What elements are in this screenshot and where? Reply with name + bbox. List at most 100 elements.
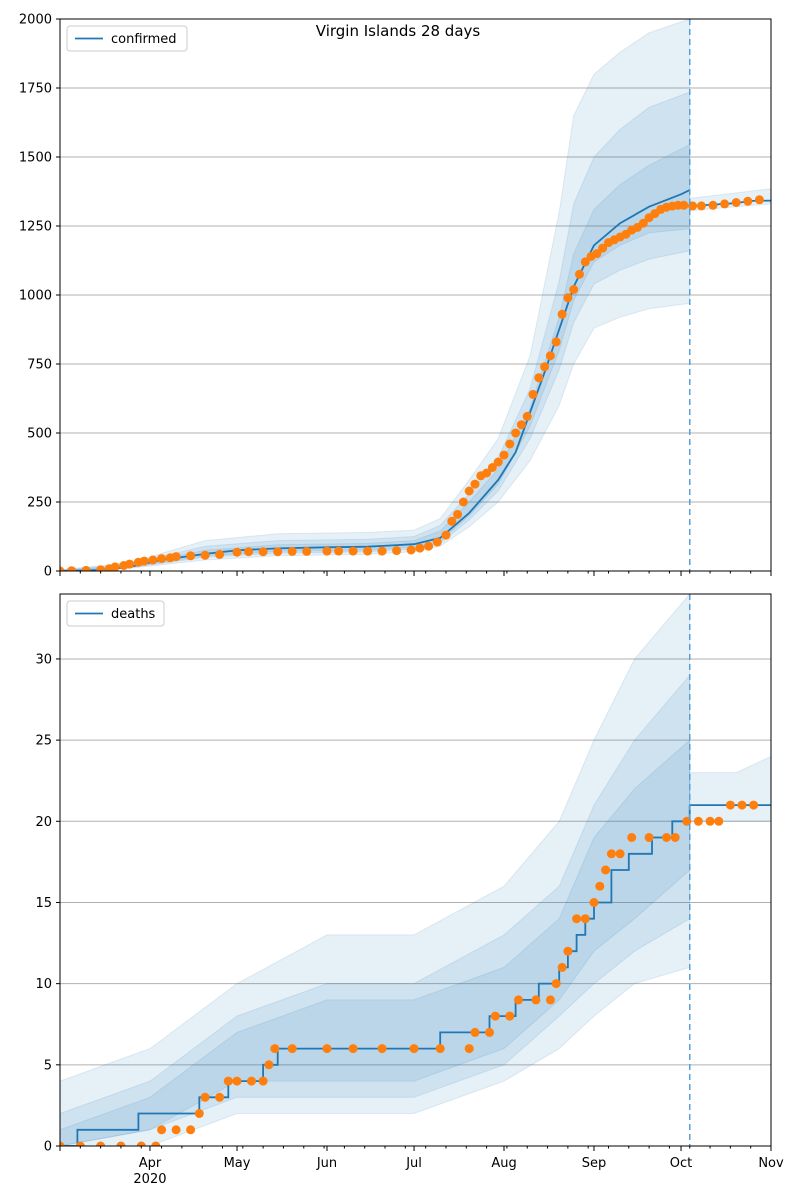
observed-point [749, 800, 759, 810]
legend-label: confirmed [111, 32, 177, 47]
observed-point [693, 816, 703, 826]
observed-point [505, 439, 515, 449]
y-tick-label: 500 [27, 427, 52, 442]
legend-box [66, 25, 188, 52]
x-tick-label: Aug [491, 1156, 516, 1171]
observed-point [258, 1076, 268, 1086]
observed-point [737, 800, 747, 810]
observed-point [557, 309, 567, 319]
observed-point [186, 1125, 196, 1135]
observed-point [458, 497, 468, 507]
observed-point [273, 547, 283, 557]
plot-area [60, 594, 771, 1146]
observed-point [580, 914, 590, 924]
observed-point [575, 269, 584, 279]
observed-point [551, 337, 561, 347]
x-tick-label: Oct [670, 1156, 692, 1171]
observed-point [302, 546, 312, 556]
observed-point [551, 979, 561, 989]
y-tick-label: 1250 [19, 220, 52, 235]
observed-point [223, 1076, 233, 1086]
legend: deaths [66, 600, 165, 627]
observed-point [232, 547, 242, 557]
observed-point [151, 1141, 161, 1146]
observed-point [714, 816, 724, 826]
x-tick-label: Jul [405, 1156, 422, 1171]
observed-point [392, 546, 402, 556]
observed-point [334, 546, 344, 556]
observed-point [322, 1044, 332, 1054]
observed-point [470, 479, 480, 489]
observed-point [81, 565, 91, 571]
observed-point [287, 546, 297, 556]
y-tick-label: 0 [44, 565, 52, 580]
observed-point [200, 1092, 210, 1102]
chart-title: Virgin Islands 28 days [316, 22, 481, 40]
observed-point [258, 547, 268, 557]
observed-point [157, 554, 167, 564]
observed-point [627, 833, 637, 842]
observed-point [194, 1109, 204, 1118]
x-year-label: 2020 [133, 1172, 166, 1187]
observed-point [200, 550, 210, 560]
observed-point [453, 509, 463, 519]
observed-point [708, 200, 718, 210]
observed-point [215, 549, 225, 559]
axes-frame [59, 593, 772, 1147]
observed-point [139, 556, 149, 566]
y-tick-label: 750 [27, 358, 52, 373]
observed-point [60, 1141, 65, 1146]
observed-point [215, 1092, 225, 1102]
observed-point [754, 195, 764, 205]
observed-point [511, 428, 521, 438]
observed-point [490, 1011, 500, 1021]
y-tick-label: 1000 [19, 289, 52, 304]
observed-point [464, 1044, 474, 1054]
x-tick-label: Apr [139, 1156, 162, 1171]
observed-point [377, 1044, 387, 1054]
observed-point [363, 546, 373, 556]
x-tick-label: Nov [758, 1156, 784, 1171]
observed-point [589, 898, 599, 907]
observed-point [705, 816, 715, 826]
observed-point [743, 196, 753, 206]
x-tick-label: May [224, 1156, 251, 1171]
observed-point [606, 849, 616, 859]
observed-point [96, 1141, 106, 1146]
legend-box [66, 600, 165, 627]
y-tick-label: 1500 [19, 151, 52, 166]
observed-point [186, 551, 196, 561]
observed-point [569, 285, 579, 294]
observed-point [644, 833, 654, 842]
observed-point [485, 1027, 494, 1037]
y-tick-label: 30 [35, 652, 52, 667]
observed-point [136, 1141, 146, 1146]
observed-point [470, 1027, 480, 1037]
observed-point [247, 1076, 256, 1086]
observed-point [545, 995, 555, 1005]
observed-point [270, 1044, 280, 1054]
x-tick-label: Jun [316, 1156, 337, 1171]
observed-point [406, 545, 416, 555]
y-tick-label: 1750 [19, 82, 52, 97]
observed-point [493, 457, 503, 467]
observed-point [487, 463, 497, 472]
observed-point [348, 1044, 358, 1054]
observed-point [670, 833, 680, 842]
observed-point [348, 546, 358, 556]
observed-point [482, 468, 492, 478]
y-tick-label: 15 [35, 896, 52, 911]
uncertainty-band-4 [689, 755, 771, 822]
observed-point [409, 1044, 419, 1054]
observed-point [528, 389, 538, 399]
observed-point [244, 547, 254, 557]
observed-point [110, 562, 120, 571]
observed-point [662, 833, 671, 842]
observed-point [615, 849, 625, 859]
observed-point [679, 200, 689, 210]
observed-point [638, 218, 648, 228]
observed-point [377, 546, 387, 556]
observed-point [720, 199, 730, 209]
y-tick-label: 0 [44, 1140, 52, 1155]
